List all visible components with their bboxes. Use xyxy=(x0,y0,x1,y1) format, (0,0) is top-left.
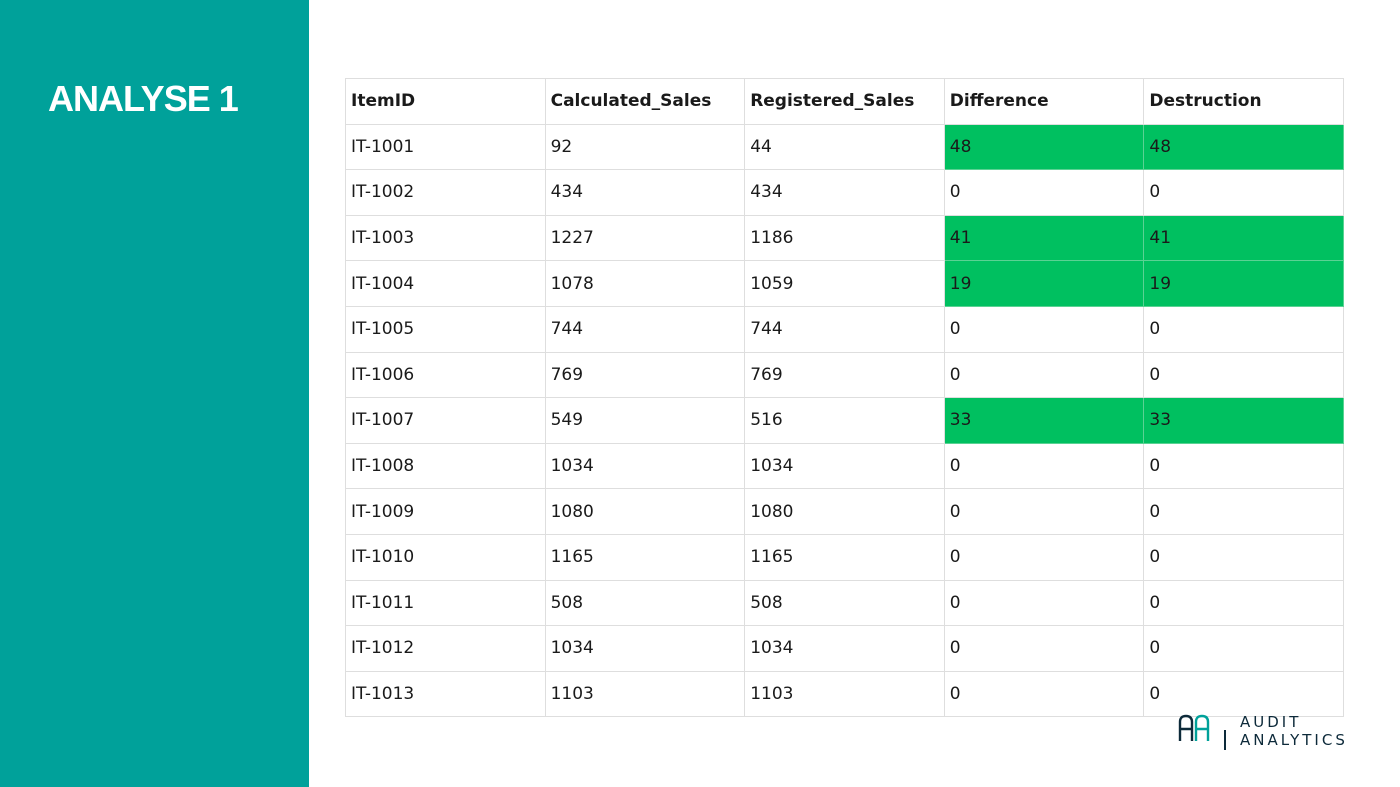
cell-destruction: 0 xyxy=(1143,351,1344,399)
cell-difference: 0 xyxy=(943,533,1145,581)
cell-destruction: 0 xyxy=(1143,670,1344,718)
cell-difference: 0 xyxy=(943,488,1145,535)
cell-registered-sales: 1034 xyxy=(744,442,945,490)
table-row: IT-1004 1078 1059 19 19 xyxy=(345,260,1344,307)
cell-destruction: 0 xyxy=(1143,442,1344,490)
cell-calculated-sales: 1103 xyxy=(544,670,746,718)
cell-destruction: 0 xyxy=(1143,533,1344,581)
table-body: IT-1001 92 44 48 48 IT-1002 434 434 0 0 IT-1003 122… xyxy=(345,123,1344,718)
cell-calculated-sales: 1227 xyxy=(544,214,746,262)
cell-itemid: IT-1001 xyxy=(345,123,546,171)
table-row: IT-1002 434 434 0 0 xyxy=(345,169,1344,216)
cell-calculated-sales: 1165 xyxy=(544,533,746,581)
cell-difference: 33 xyxy=(943,397,1145,444)
header-itemid: ItemID xyxy=(345,78,546,125)
table-row: IT-1009 1080 1080 0 0 xyxy=(345,488,1344,535)
cell-calculated-sales: 1034 xyxy=(544,625,746,672)
logo-divider xyxy=(1224,730,1226,750)
cell-itemid: IT-1006 xyxy=(345,351,546,399)
cell-itemid: IT-1012 xyxy=(345,625,546,672)
cell-destruction: 0 xyxy=(1143,169,1344,216)
cell-itemid: IT-1010 xyxy=(345,533,546,581)
cell-itemid: IT-1009 xyxy=(345,488,546,535)
slide-title: ANALYSE 1 xyxy=(48,78,239,119)
sales-table: ItemID Calculated_Sales Registered_Sales… xyxy=(345,78,1344,718)
table-header-row: ItemID Calculated_Sales Registered_Sales… xyxy=(345,78,1344,125)
cell-registered-sales: 744 xyxy=(744,305,945,353)
cell-registered-sales: 769 xyxy=(744,351,945,399)
table-row: IT-1006 769 769 0 0 xyxy=(345,351,1344,399)
cell-difference: 0 xyxy=(943,442,1145,490)
cell-registered-sales: 44 xyxy=(744,123,945,171)
table-row: IT-1012 1034 1034 0 0 xyxy=(345,625,1344,672)
table-row: IT-1008 1034 1034 0 0 xyxy=(345,442,1344,490)
cell-calculated-sales: 744 xyxy=(544,305,746,353)
cell-difference: 19 xyxy=(943,260,1145,307)
cell-itemid: IT-1008 xyxy=(345,442,546,490)
cell-difference: 0 xyxy=(943,579,1145,627)
cell-difference: 0 xyxy=(943,670,1145,718)
header-registered-sales: Registered_Sales xyxy=(744,78,945,125)
logo-mark-icon xyxy=(1178,714,1210,741)
cell-difference: 0 xyxy=(943,625,1145,672)
cell-calculated-sales: 1078 xyxy=(544,260,746,307)
table-row: IT-1003 1227 1186 41 41 xyxy=(345,214,1344,262)
table-row: IT-1013 1103 1103 0 0 xyxy=(345,670,1344,718)
cell-registered-sales: 434 xyxy=(744,169,945,216)
header-difference: Difference xyxy=(943,78,1145,125)
cell-destruction: 41 xyxy=(1143,214,1344,262)
cell-itemid: IT-1013 xyxy=(345,670,546,718)
cell-itemid: IT-1007 xyxy=(345,397,546,444)
cell-itemid: IT-1003 xyxy=(345,214,546,262)
cell-difference: 0 xyxy=(943,169,1145,216)
table-row: IT-1007 549 516 33 33 xyxy=(345,397,1344,444)
table-row: IT-1005 744 744 0 0 xyxy=(345,305,1344,353)
cell-registered-sales: 1080 xyxy=(744,488,945,535)
sidebar-panel: ANALYSE 1 xyxy=(0,0,309,787)
cell-itemid: IT-1004 xyxy=(345,260,546,307)
cell-destruction: 0 xyxy=(1143,579,1344,627)
cell-difference: 41 xyxy=(943,214,1145,262)
table-row: IT-1001 92 44 48 48 xyxy=(345,123,1344,171)
cell-itemid: IT-1002 xyxy=(345,169,546,216)
cell-itemid: IT-1005 xyxy=(345,305,546,353)
cell-registered-sales: 1186 xyxy=(744,214,945,262)
header-calculated-sales: Calculated_Sales xyxy=(544,78,746,125)
cell-destruction: 0 xyxy=(1143,488,1344,535)
cell-calculated-sales: 434 xyxy=(544,169,746,216)
header-destruction: Destruction xyxy=(1143,78,1344,125)
logo-text-audit: AUDIT xyxy=(1240,713,1302,731)
cell-itemid: IT-1011 xyxy=(345,579,546,627)
table-row: IT-1010 1165 1165 0 0 xyxy=(345,533,1344,581)
cell-difference: 48 xyxy=(943,123,1145,171)
cell-difference: 0 xyxy=(943,305,1145,353)
table-row: IT-1011 508 508 0 0 xyxy=(345,579,1344,627)
cell-calculated-sales: 1034 xyxy=(544,442,746,490)
cell-calculated-sales: 549 xyxy=(544,397,746,444)
logo-text-analytics: ANALYTICS xyxy=(1240,731,1348,749)
audit-analytics-logo: AUDIT ANALYTICS xyxy=(1178,712,1348,756)
cell-difference: 0 xyxy=(943,351,1145,399)
cell-calculated-sales: 508 xyxy=(544,579,746,627)
cell-registered-sales: 1103 xyxy=(744,670,945,718)
cell-registered-sales: 508 xyxy=(744,579,945,627)
cell-destruction: 0 xyxy=(1143,305,1344,353)
cell-destruction: 48 xyxy=(1143,123,1344,171)
cell-registered-sales: 1165 xyxy=(744,533,945,581)
cell-registered-sales: 1059 xyxy=(744,260,945,307)
cell-calculated-sales: 1080 xyxy=(544,488,746,535)
cell-calculated-sales: 769 xyxy=(544,351,746,399)
cell-registered-sales: 516 xyxy=(744,397,945,444)
cell-registered-sales: 1034 xyxy=(744,625,945,672)
cell-destruction: 0 xyxy=(1143,625,1344,672)
cell-destruction: 19 xyxy=(1143,260,1344,307)
cell-calculated-sales: 92 xyxy=(544,123,746,171)
cell-destruction: 33 xyxy=(1143,397,1344,444)
